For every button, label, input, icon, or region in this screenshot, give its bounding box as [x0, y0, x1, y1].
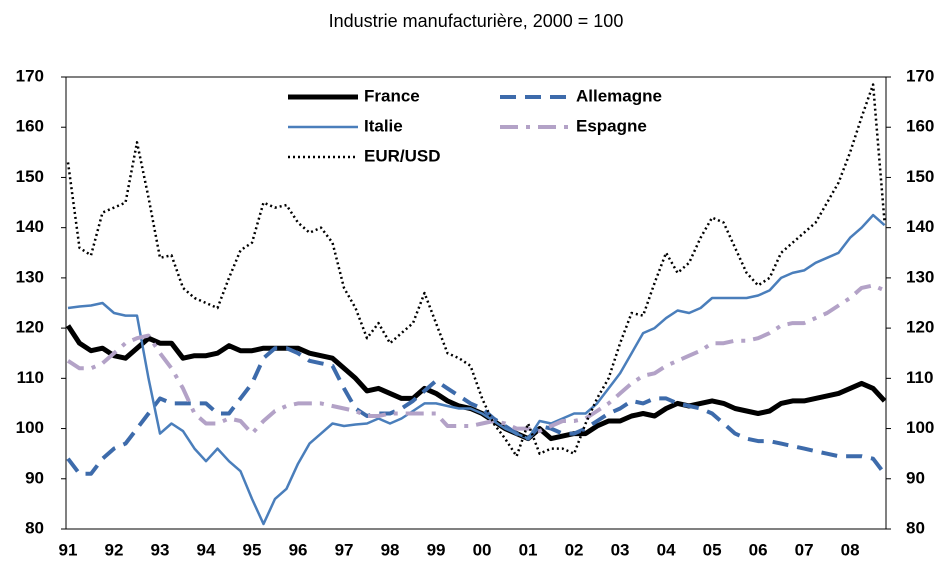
legend-label: EUR/USD [364, 146, 441, 165]
x-tick-label: 01 [519, 540, 538, 559]
x-tick-label: 95 [243, 540, 262, 559]
x-tick-label: 98 [381, 540, 400, 559]
series-line [65, 324, 887, 442]
legend-label: Espagne [576, 116, 647, 135]
y-tick-label: 160 [16, 117, 44, 136]
x-tick-label: 93 [151, 540, 170, 559]
x-tick-label: 94 [197, 540, 216, 559]
y2-tick-label: 100 [906, 418, 934, 437]
y-tick-label: 100 [16, 418, 44, 437]
x-tick-label: 99 [427, 540, 446, 559]
x-tick-label: 00 [473, 540, 492, 559]
x-tick-label: 07 [795, 540, 814, 559]
series-line [66, 283, 886, 436]
x-tick-label: 02 [565, 540, 584, 559]
series-line [66, 83, 886, 458]
y-tick-label: 90 [25, 468, 44, 487]
y2-tick-label: 150 [906, 167, 934, 186]
y-tick-label: 150 [16, 167, 44, 186]
x-tick-label: 97 [335, 540, 354, 559]
y2-tick-label: 90 [906, 468, 925, 487]
plot-frame [65, 76, 887, 530]
y2-tick-label: 140 [906, 217, 934, 236]
x-tick-label: 03 [611, 540, 630, 559]
legend-label: Allemagne [576, 86, 662, 105]
y2-tick-label: 130 [906, 267, 934, 286]
y-tick-label: 80 [25, 518, 44, 537]
y-tick-label: 120 [16, 318, 44, 337]
x-tick-label: 04 [657, 540, 676, 559]
x-tick-label: 05 [703, 540, 722, 559]
legend-label: France [364, 86, 420, 105]
x-tick-label: 06 [749, 540, 768, 559]
y-tick-label: 140 [16, 217, 44, 236]
series-line [67, 213, 886, 526]
x-tick-label: 08 [841, 540, 860, 559]
y2-tick-label: 120 [906, 318, 934, 337]
x-tick-label: 96 [289, 540, 308, 559]
x-tick-label: 91 [59, 540, 78, 559]
series-line [66, 346, 887, 476]
y-tick-label: 110 [17, 368, 44, 387]
y2-tick-label: 170 [906, 66, 934, 85]
chart-title: Industrie manufacturière, 2000 = 100 [329, 11, 624, 31]
y-tick-label: 170 [16, 66, 44, 85]
y-tick-label: 130 [16, 267, 44, 286]
y2-tick-label: 110 [906, 368, 933, 387]
x-tick-label: 92 [105, 540, 124, 559]
legend-label: Italie [364, 116, 403, 135]
y2-tick-label: 160 [906, 117, 934, 136]
y2-tick-label: 80 [906, 518, 925, 537]
